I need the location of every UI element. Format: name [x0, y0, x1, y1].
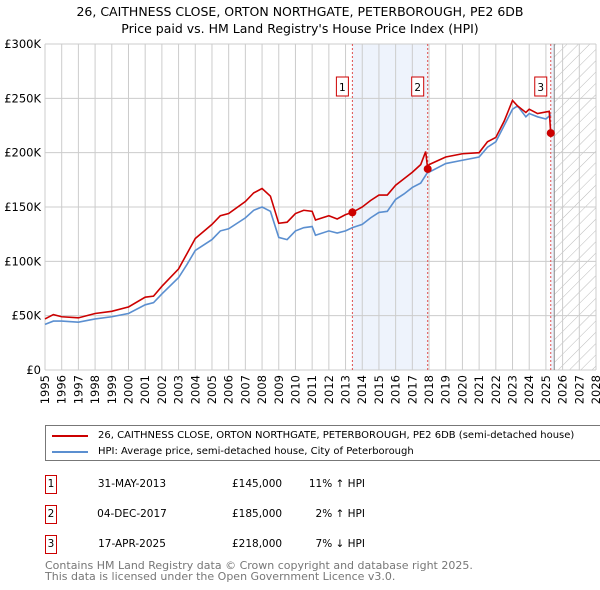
- property-price-line: [44, 99, 553, 320]
- x-tick-label: 2010: [288, 375, 302, 404]
- sale-point: [546, 129, 555, 138]
- x-tick-label: 2017: [405, 375, 419, 404]
- sale-marker-label: 2: [414, 82, 421, 94]
- y-tick-label: £150K: [4, 200, 41, 214]
- footer: Contains HM Land Registry data © Crown c…: [45, 560, 473, 582]
- hpi-line: [44, 104, 552, 326]
- sale-hpi-diff: 7% ↓ HPI: [315, 538, 365, 550]
- y-tick-label: £300K: [4, 37, 41, 51]
- y-tick-label: £200K: [4, 146, 41, 160]
- x-tick-label: 2012: [322, 375, 336, 404]
- x-tick-label: 2019: [439, 375, 453, 404]
- footer-licence: This data is licensed under the Open Gov…: [45, 570, 396, 583]
- x-tick-label: 2002: [155, 375, 169, 404]
- sale-hpi-diff: 11% ↑ HPI: [308, 478, 365, 490]
- sale-date: 31-MAY-2013: [97, 478, 167, 490]
- x-tick-label: 1997: [71, 375, 85, 404]
- x-tick-label: 1995: [38, 375, 52, 404]
- y-tick-label: £50K: [12, 309, 42, 323]
- x-tick-label: 2027: [572, 375, 586, 404]
- x-tick-label: 2018: [422, 375, 436, 404]
- x-tick-label: 2004: [188, 375, 202, 404]
- x-tick-label: 2011: [305, 375, 319, 404]
- sale-marker-label: 3: [537, 82, 544, 94]
- legend-label-property: 26, CAITHNESS CLOSE, ORTON NORTHGATE, PE…: [98, 430, 575, 441]
- x-tick-label: 2023: [506, 375, 520, 404]
- x-tick-label: 2020: [455, 375, 469, 404]
- x-tick-label: 2028: [589, 375, 600, 404]
- sale-number-badge: 1: [45, 475, 57, 494]
- legend-swatch-property: [52, 434, 88, 437]
- x-tick-label: 2009: [272, 375, 286, 404]
- legend-label-hpi: HPI: Average price, semi-detached house,…: [98, 446, 414, 457]
- x-tick-label: 1996: [55, 375, 69, 404]
- x-tick-label: 1999: [105, 375, 119, 404]
- sale-price: £185,000: [232, 508, 283, 520]
- x-tick-label: 2015: [372, 375, 386, 404]
- sale-marker-box: [534, 76, 548, 97]
- legend: 26, CAITHNESS CLOSE, ORTON NORTHGATE, PE…: [45, 425, 600, 461]
- sale-price: £145,000: [232, 478, 283, 490]
- y-tick-label: £0: [26, 363, 41, 377]
- x-tick-label: 2026: [556, 375, 570, 404]
- x-tick-label: 2025: [539, 375, 553, 404]
- chart-title: 26, CAITHNESS CLOSE, ORTON NORTHGATE, PE…: [76, 4, 524, 19]
- chart-plot: 1995 1996 1997 1998 1999 2000 2001 2002 2003 2004…: [4, 37, 600, 404]
- legend-swatch-hpi: [52, 450, 88, 453]
- sale-hpi-diff: 2% ↑ HPI: [315, 508, 365, 520]
- x-tick-label: 2024: [522, 375, 536, 404]
- sale-marker-box: [411, 76, 425, 97]
- x-tick-label: 2006: [222, 375, 236, 404]
- sale-date: 17-APR-2025: [98, 538, 166, 550]
- y-tick-label: £250K: [4, 91, 41, 105]
- x-tick-label: 2014: [355, 375, 369, 404]
- x-tick-label: 2003: [172, 375, 186, 404]
- sale-number-badge: 2: [45, 505, 57, 524]
- x-tick-label: 2008: [255, 375, 269, 404]
- footer-copyright: Contains HM Land Registry data © Crown c…: [45, 559, 473, 572]
- x-tick-label: 2013: [339, 375, 353, 404]
- sale-price: £218,000: [232, 538, 283, 550]
- x-tick-label: 2007: [238, 375, 252, 404]
- sale-point: [423, 164, 432, 173]
- x-tick-label: 2021: [472, 375, 486, 404]
- sale-point: [348, 208, 357, 217]
- sale-marker-label: 1: [339, 82, 346, 94]
- sale-number-badge: 3: [45, 535, 57, 554]
- x-tick-label: 2001: [138, 375, 152, 404]
- x-tick-label: 1998: [88, 375, 102, 404]
- sale-date: 04-DEC-2017: [97, 508, 167, 520]
- x-tick-label: 2005: [205, 375, 219, 404]
- x-tick-label: 2016: [389, 375, 403, 404]
- x-tick-label: 2000: [121, 375, 135, 404]
- sale-marker-box: [335, 76, 349, 97]
- chart-subtitle: Price paid vs. HM Land Registry's House …: [121, 21, 479, 36]
- x-tick-label: 2022: [489, 375, 503, 404]
- y-tick-label: £100K: [4, 254, 41, 268]
